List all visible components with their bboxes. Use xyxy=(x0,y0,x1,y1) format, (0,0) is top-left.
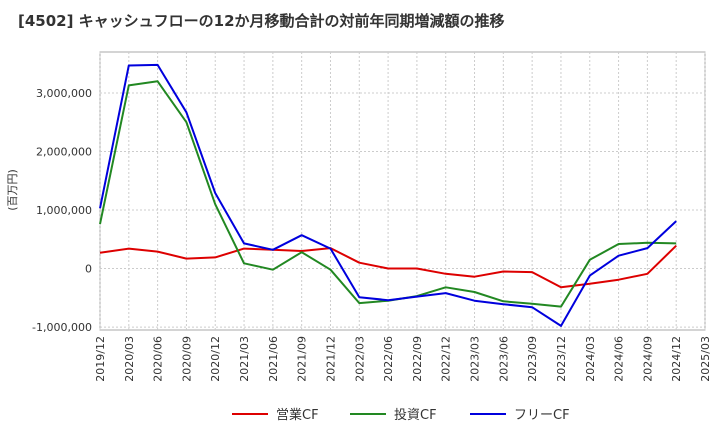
series-line-3 xyxy=(99,63,677,327)
legend-label-3: フリーCF xyxy=(514,408,570,423)
y-tick-label: 3,000,000 xyxy=(36,87,92,100)
legend-label-2: 投資CF xyxy=(394,407,437,423)
x-tick-label: 2024/09 xyxy=(641,336,654,382)
x-tick-label: 2021/09 xyxy=(296,336,309,382)
x-tick-label: 2021/03 xyxy=(238,336,251,382)
x-tick-label: 2023/12 xyxy=(555,336,568,382)
x-tick-label: 2024/12 xyxy=(670,336,683,382)
x-tick-label: 2021/12 xyxy=(324,336,337,382)
x-tick-label: 2022/03 xyxy=(353,336,366,382)
x-axis: 2019/12 2020/03 2020/06 2020/09 2020/12 2021/… xyxy=(94,336,712,382)
x-tick-label: 2024/03 xyxy=(584,336,597,382)
x-tick-label: 2022/12 xyxy=(440,336,453,382)
x-tick-label: 2022/09 xyxy=(411,336,424,382)
x-tick-label: 2020/09 xyxy=(180,336,193,382)
y-axis: -1,000,000 0 1,000,000 2,000,000 3,000,000 xyxy=(32,87,92,334)
x-tick-label: 2023/03 xyxy=(469,336,482,382)
legend-label-1: 営業CF xyxy=(276,407,319,423)
y-tick-label: 1,000,000 xyxy=(36,204,92,217)
x-tick-label: 2020/06 xyxy=(152,336,165,382)
plot-area xyxy=(99,51,706,331)
series-line-1 xyxy=(99,244,677,289)
x-tick-label: 2019/12 xyxy=(94,336,107,382)
x-tick-label: 2021/06 xyxy=(267,336,280,382)
x-tick-label: 2022/06 xyxy=(382,336,395,382)
y-axis-title: (百万円) xyxy=(6,169,19,211)
y-tick-label: -1,000,000 xyxy=(32,321,92,334)
chart-title: [4502] キャッシュフローの12か月移動合計の対前年同期増減額の推移 xyxy=(18,12,505,30)
series-lines xyxy=(99,63,677,327)
legend: 営業CF 投資CF フリーCF xyxy=(232,407,570,423)
y-tick-label: 0 xyxy=(85,263,92,276)
x-tick-label: 2025/03 xyxy=(699,336,712,382)
x-tick-label: 2023/09 xyxy=(526,336,539,382)
x-tick-label: 2023/06 xyxy=(497,336,510,382)
x-tick-label: 2024/06 xyxy=(613,336,626,382)
x-tick-label: 2020/12 xyxy=(209,336,222,382)
x-tick-label: 2020/03 xyxy=(123,336,136,382)
y-tick-label: 2,000,000 xyxy=(36,145,92,158)
